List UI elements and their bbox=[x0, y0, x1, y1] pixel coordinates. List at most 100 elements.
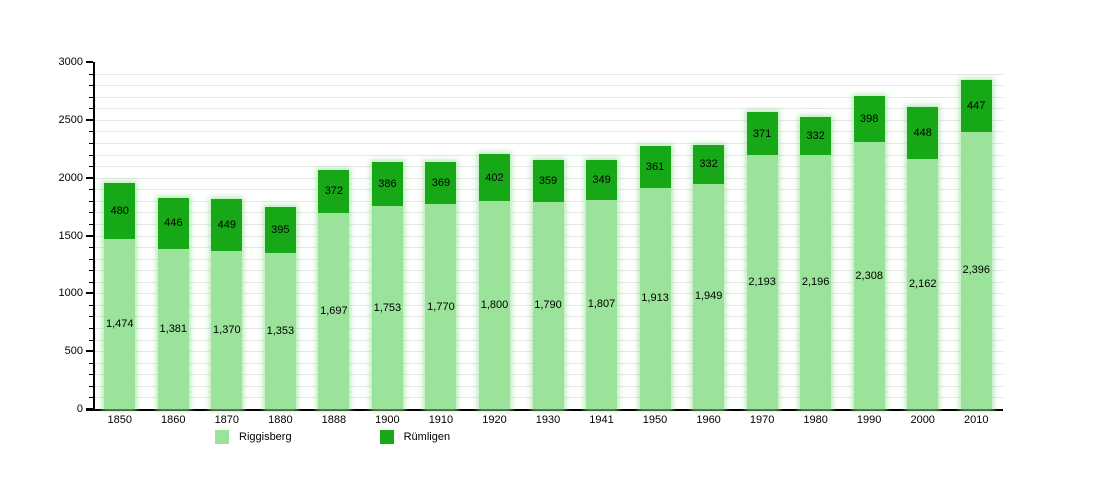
gridline bbox=[95, 142, 1003, 144]
bar-1860: 446 1,381 bbox=[157, 197, 189, 409]
y-axis-label: 1000 bbox=[58, 287, 83, 300]
bar-value-label-rumligen: 349 bbox=[592, 173, 611, 186]
bar-segment-rumligen: 449 bbox=[211, 198, 243, 251]
legend-item-rumligen: Rümligen bbox=[379, 430, 450, 444]
bar-segment-riggisberg: 1,770 bbox=[425, 204, 457, 409]
bar-segment-riggisberg: 1,753 bbox=[371, 206, 403, 409]
y-minor-tick bbox=[89, 85, 93, 87]
bar-segment-riggisberg: 1,807 bbox=[586, 199, 618, 409]
bar-value-label-riggisberg: 1,697 bbox=[320, 304, 348, 317]
x-axis-line bbox=[86, 409, 1003, 411]
x-axis-label: 1950 bbox=[642, 414, 668, 426]
bar-segment-rumligen: 398 bbox=[853, 96, 885, 143]
bar-value-label-rumligen: 449 bbox=[217, 218, 236, 231]
bar-segment-rumligen: 402 bbox=[478, 154, 510, 201]
bar-segment-riggisberg: 1,370 bbox=[211, 250, 243, 409]
bar-value-label-riggisberg: 2,162 bbox=[908, 277, 937, 290]
y-major-tick bbox=[86, 176, 93, 179]
bar-value-label-rumligen: 332 bbox=[806, 129, 825, 142]
y-minor-tick bbox=[89, 328, 93, 330]
y-minor-tick bbox=[89, 166, 93, 168]
y-axis-label: 500 bbox=[64, 345, 83, 358]
bar-segment-riggisberg: 2,196 bbox=[800, 154, 832, 409]
bar-1970: 371 2,193 bbox=[746, 112, 778, 409]
y-major-tick bbox=[86, 61, 93, 63]
y-minor-tick bbox=[89, 316, 93, 318]
bar-segment-rumligen: 372 bbox=[318, 169, 350, 213]
y-minor-tick bbox=[89, 142, 93, 144]
plot-area: 0 500 1000 1500 2000 2500 3000 480 1,474 1850 446 1… bbox=[59, 56, 1003, 426]
x-axis-label: 1970 bbox=[749, 414, 775, 426]
bar-value-label-riggisberg: 1,790 bbox=[534, 299, 562, 312]
bar-2000: 448 2,162 bbox=[907, 107, 939, 409]
y-minor-tick bbox=[89, 131, 93, 133]
bar-segment-rumligen: 447 bbox=[960, 80, 992, 132]
gridline bbox=[95, 73, 1003, 75]
x-axis-label: 2010 bbox=[963, 414, 989, 426]
y-minor-tick bbox=[89, 223, 93, 225]
bar-value-label-riggisberg: 2,193 bbox=[748, 276, 776, 289]
y-minor-tick bbox=[89, 247, 93, 249]
y-minor-tick bbox=[89, 96, 93, 98]
x-axis-label: 1930 bbox=[535, 414, 561, 426]
bar-value-label-rumligen: 359 bbox=[538, 175, 558, 188]
bar-1850: 480 1,474 bbox=[104, 183, 136, 409]
y-minor-tick bbox=[89, 270, 93, 272]
bar-value-label-rumligen: 447 bbox=[967, 100, 986, 113]
bar-segment-rumligen: 369 bbox=[425, 161, 457, 205]
bar-value-label-riggisberg: 1,381 bbox=[159, 323, 188, 336]
y-axis-label: 0 bbox=[76, 403, 83, 415]
y-major-tick bbox=[86, 234, 93, 237]
bar-1980: 332 2,196 bbox=[800, 116, 832, 409]
bar-value-label-rumligen: 446 bbox=[164, 217, 183, 230]
legend-swatch-rumligen-icon bbox=[379, 430, 394, 444]
x-axis-label: 1941 bbox=[589, 414, 614, 426]
y-axis-label: 3000 bbox=[58, 56, 83, 68]
bar-segment-rumligen: 480 bbox=[104, 183, 136, 239]
bar-value-label-rumligen: 395 bbox=[271, 223, 290, 236]
legend-label-riggisberg: Riggisberg bbox=[239, 431, 292, 443]
bar-value-label-rumligen: 361 bbox=[645, 160, 665, 173]
x-axis-label: 1960 bbox=[696, 414, 721, 426]
bar-1888: 372 1,697 bbox=[318, 169, 350, 409]
bar-segment-rumligen: 395 bbox=[264, 206, 296, 253]
bar-segment-rumligen: 448 bbox=[907, 107, 939, 159]
bar-segment-rumligen: 332 bbox=[800, 116, 832, 155]
bar-segment-rumligen: 332 bbox=[693, 145, 725, 184]
bar-value-label-riggisberg: 1,474 bbox=[105, 317, 134, 330]
bar-value-label-riggisberg: 1,807 bbox=[587, 298, 616, 311]
bar-segment-riggisberg: 1,790 bbox=[532, 201, 564, 409]
x-axis-label: 1888 bbox=[321, 414, 347, 426]
bar-segment-rumligen: 361 bbox=[639, 145, 671, 188]
bar-2010: 447 2,396 bbox=[960, 80, 992, 409]
bar-value-label-riggisberg: 1,949 bbox=[694, 290, 723, 303]
bar-segment-riggisberg: 1,697 bbox=[318, 212, 350, 409]
y-minor-tick bbox=[89, 258, 93, 260]
y-minor-tick bbox=[89, 154, 93, 156]
bar-1880: 395 1,353 bbox=[264, 206, 296, 409]
legend-item-riggisberg: Riggisberg bbox=[215, 430, 292, 444]
gridline bbox=[95, 131, 1003, 133]
bar-1870: 449 1,370 bbox=[211, 198, 243, 409]
bar-segment-riggisberg: 2,162 bbox=[907, 158, 939, 409]
bar-segment-riggisberg: 1,800 bbox=[478, 200, 510, 409]
bar-segment-riggisberg: 1,949 bbox=[693, 183, 725, 409]
bar-value-label-rumligen: 369 bbox=[431, 176, 451, 189]
gridline bbox=[95, 119, 1003, 121]
y-minor-tick bbox=[89, 362, 93, 364]
bar-segment-riggisberg: 2,308 bbox=[853, 142, 885, 409]
bar-value-label-rumligen: 372 bbox=[324, 185, 344, 198]
y-axis-label: 1500 bbox=[58, 229, 83, 242]
y-minor-tick bbox=[89, 304, 93, 306]
y-major-tick bbox=[86, 292, 93, 295]
x-axis-label: 1850 bbox=[107, 414, 132, 426]
bar-value-label-riggisberg: 1,913 bbox=[641, 292, 669, 305]
bar-value-label-rumligen: 371 bbox=[752, 127, 772, 140]
gridline bbox=[95, 85, 1003, 87]
y-minor-tick bbox=[89, 189, 93, 191]
x-axis-label: 1900 bbox=[375, 414, 400, 426]
x-axis-label: 1990 bbox=[856, 414, 882, 426]
gridline bbox=[95, 154, 1003, 156]
y-major-tick bbox=[86, 118, 93, 121]
gridline bbox=[95, 108, 1003, 110]
